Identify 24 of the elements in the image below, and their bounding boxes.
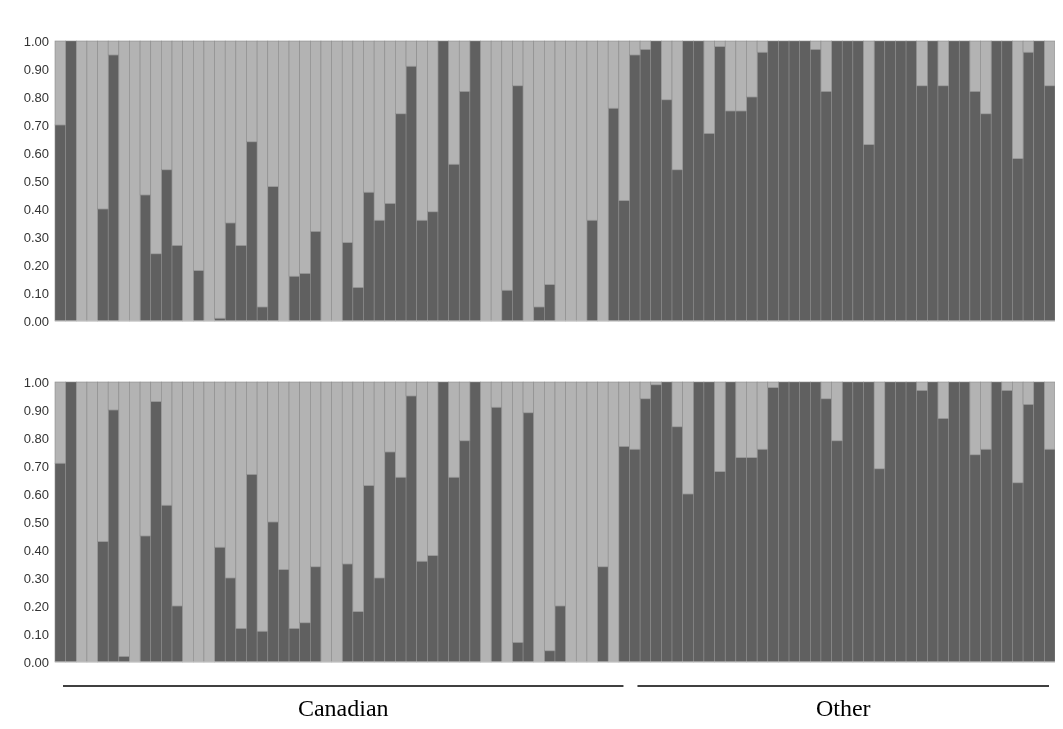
text: Canadian [297, 695, 389, 721]
text: Other [815, 695, 871, 721]
y-tick-label: 0.70 [23, 458, 49, 474]
y-tick-label: 1.00 [23, 33, 49, 49]
y-tick-label: 0.90 [23, 61, 49, 77]
y-tick-label: 0.10 [23, 626, 49, 642]
y-tick-label: 0.30 [23, 229, 49, 245]
y-tick-label: 0.60 [23, 486, 49, 502]
y-tick-label: 0.40 [23, 201, 49, 217]
y-tick-label: 1.00 [23, 374, 49, 390]
y-tick-label: 0.70 [23, 117, 49, 133]
y-tick-label: 0.80 [23, 430, 49, 446]
y-tick-label: 0.00 [23, 313, 49, 329]
y-tick-label: 0.30 [23, 570, 49, 586]
y-tick-label: 0.40 [23, 542, 49, 558]
y-tick-label: 0.00 [23, 654, 49, 670]
y-tick-label: 0.50 [23, 514, 49, 530]
y-tick-label: 0.80 [23, 89, 49, 105]
y-tick-label: 0.90 [23, 402, 49, 418]
y-tick-label: 0.60 [23, 145, 49, 161]
y-tick-label: 0.10 [23, 285, 49, 301]
y-tick-label: 0.20 [23, 257, 49, 273]
y-tick-label: 0.50 [23, 173, 49, 189]
y-tick-label: 0.20 [23, 598, 49, 614]
